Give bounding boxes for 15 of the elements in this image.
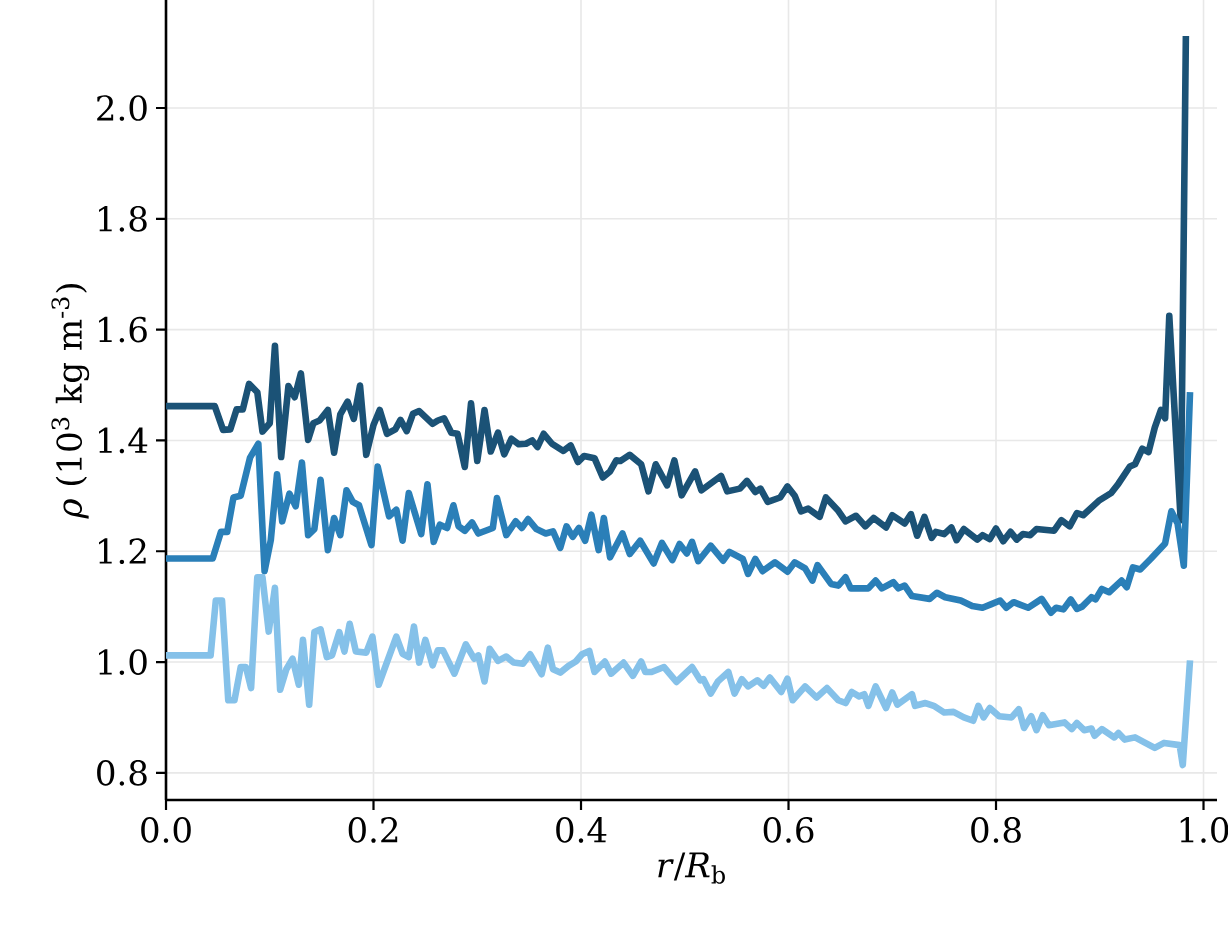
y-tick-label: 0.8 <box>97 759 147 786</box>
x-tick-label: 1.0 <box>1180 817 1228 843</box>
y-tick-label: 1.8 <box>99 205 147 232</box>
x-tick-label: 0.0 <box>141 817 191 843</box>
y-tick-label: 1.0 <box>99 649 147 675</box>
y-tick-label: 1.4 <box>99 427 148 454</box>
y-tick-label: 1.2 <box>99 538 146 565</box>
y-axis-title: ρ (10$^{3}$ kg m$^{-3}$) <box>51 284 90 519</box>
y-tick-label: 1.6 <box>99 316 147 343</box>
y-tick-label: 2.0 <box>97 95 147 121</box>
x-tick-label: 0.8 <box>971 817 1021 843</box>
x-tick-label: 0.2 <box>348 817 398 843</box>
x-axis-title: r/R$_{b}$ <box>658 852 725 884</box>
x-tick-label: 0.4 <box>556 817 607 843</box>
x-tick-label: 0.6 <box>763 817 814 843</box>
